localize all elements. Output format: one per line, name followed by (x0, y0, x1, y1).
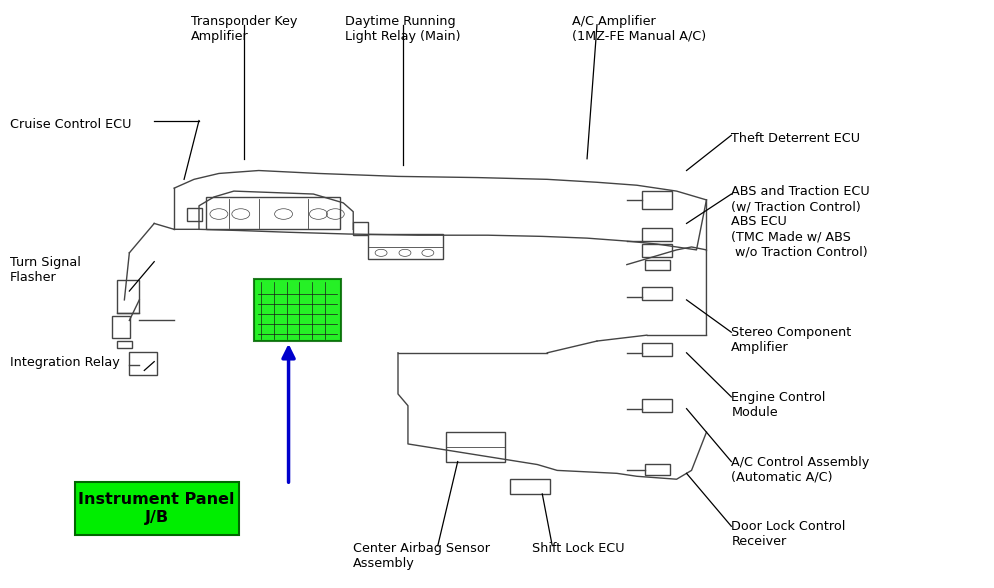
Bar (129, 352, 157, 375)
Text: A/C Amplifier
(1MZ-FE Manual A/C): A/C Amplifier (1MZ-FE Manual A/C) (572, 15, 706, 43)
Bar (112, 316, 130, 338)
Bar (641, 287, 671, 300)
Text: Instrument Panel
J/B: Instrument Panel J/B (79, 492, 235, 525)
Text: Integration Relay: Integration Relay (10, 356, 119, 369)
Text: ABS and Traction ECU
(w/ Traction Control)
ABS ECU
(TMC Made w/ ABS
 w/o Tractio: ABS and Traction ECU (w/ Traction Contro… (731, 185, 869, 258)
Bar (117, 341, 132, 348)
Bar (353, 222, 368, 235)
Text: Theft Deterrent ECU: Theft Deterrent ECU (731, 132, 860, 145)
Text: Cruise Control ECU: Cruise Control ECU (10, 118, 131, 131)
Text: Shift Lock ECU: Shift Lock ECU (532, 542, 624, 555)
Text: A/C Control Assembly
(Automatic A/C): A/C Control Assembly (Automatic A/C) (731, 456, 869, 484)
Text: Turn Signal
Flasher: Turn Signal Flasher (10, 256, 81, 284)
Text: Stereo Component
Amplifier: Stereo Component Amplifier (731, 326, 851, 355)
Bar (117, 280, 139, 313)
Bar (641, 244, 671, 257)
Text: Door Lock Control
Receiver: Door Lock Control Receiver (731, 520, 845, 549)
Bar (206, 197, 340, 229)
Bar (641, 228, 671, 241)
Bar (641, 343, 671, 356)
Bar (644, 260, 669, 270)
Text: Transponder Key
Amplifier: Transponder Key Amplifier (191, 15, 296, 43)
Bar (187, 208, 202, 220)
Bar (510, 479, 550, 494)
Bar (75, 482, 239, 535)
Bar (644, 464, 669, 475)
Text: Center Airbag Sensor
Assembly: Center Airbag Sensor Assembly (353, 542, 490, 570)
Text: Daytime Running
Light Relay (Main): Daytime Running Light Relay (Main) (345, 15, 460, 43)
Bar (368, 234, 442, 259)
Bar (253, 279, 341, 341)
Bar (641, 191, 671, 209)
Bar (445, 432, 505, 462)
Text: Engine Control
Module: Engine Control Module (731, 391, 825, 419)
Bar (641, 399, 671, 412)
